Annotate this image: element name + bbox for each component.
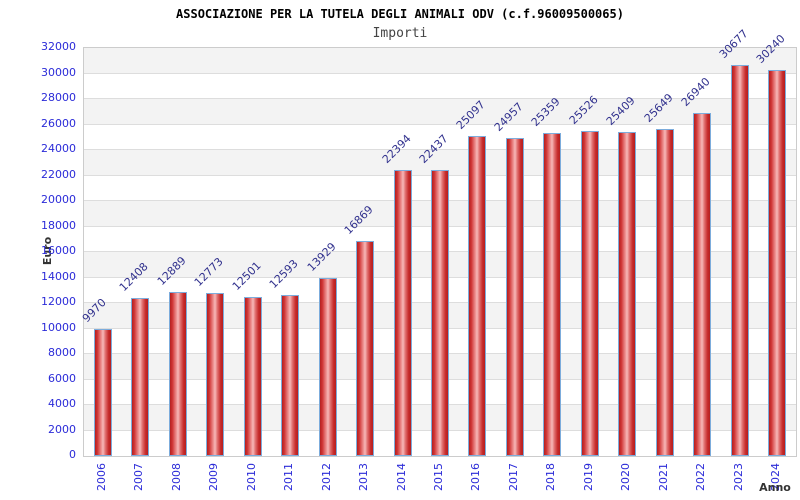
bar [730,64,749,456]
x-tick-label: 2020 [619,463,633,491]
bar [131,297,150,456]
bar-value-label: 25097 [454,98,489,133]
bar [431,169,449,456]
y-tick-label: 10000 [41,320,76,334]
bar-value-label: 25649 [641,91,676,125]
y-tick-label: 14000 [41,269,76,283]
bar [543,132,562,456]
y-tick-label: 2000 [48,422,76,436]
bar [393,170,412,456]
bar-value-label: 26940 [679,74,714,109]
x-tick-label: 2022 [694,463,708,491]
bar-value-label: 13929 [304,240,339,275]
x-tick-label: 2012 [319,463,333,491]
y-tick-label: 20000 [41,193,76,206]
chart-subtitle: Importi [372,26,428,41]
bar [618,132,637,456]
chart-title: ASSOCIAZIONE PER LA TUTELA DEGLI ANIMALI… [176,7,624,21]
bar [318,278,337,456]
y-tick-label: 22000 [41,167,76,181]
bar-value-label: 12773 [191,255,226,290]
bar-value-label: 12593 [266,257,301,292]
y-tick-label: 4000 [48,397,76,410]
bar-value-label: 9970 [79,295,109,325]
x-tick-label: 2019 [581,463,595,491]
x-tick-label: 2018 [544,463,558,491]
y-tick-label: 0 [69,448,76,461]
bar [243,296,262,456]
y-tick-label: 24000 [41,142,76,155]
bar [768,70,787,456]
plot-area: 9970 12408 12889 12773 12501 12593 13929 16869 2… [79,27,797,457]
y-tick-label: 32000 [41,40,76,53]
y-tick-label: 26000 [41,116,76,130]
x-tick-label: 2011 [282,463,296,491]
gridline [84,149,796,150]
x-tick-label: 2014 [394,463,408,491]
y-tick-label: 6000 [48,371,76,385]
bar [693,112,712,456]
bar [468,136,487,456]
bar [281,295,300,456]
y-tick-label: 8000 [48,346,76,359]
gridline [84,123,796,125]
x-axis-title: Anno [759,481,791,494]
bar [505,137,524,456]
x-tick-label: 2021 [656,463,670,491]
bar [93,328,112,456]
x-tick-label: 2006 [94,463,108,491]
x-tick-label: 2016 [469,463,483,491]
bar [168,291,187,456]
x-tick-label: 2023 [731,463,745,491]
y-tick-label: 16000 [41,244,76,257]
y-tick-label: 28000 [41,91,76,104]
x-tick-label: 2008 [169,463,183,491]
bar-value-label: 24957 [491,99,526,134]
bar [206,293,225,456]
x-tick-label: 2010 [244,463,258,491]
y-tick-label: 30000 [41,65,76,79]
x-tick-label: 2009 [207,463,221,491]
x-tick-label: 2017 [506,463,520,491]
bar [356,240,375,456]
bar [580,130,599,456]
gridline [84,98,796,99]
bar [655,128,674,456]
x-tick-label: 2007 [132,463,146,491]
x-tick-label: 2013 [357,463,371,491]
y-tick-label: 12000 [41,295,76,308]
bar-value-label: 16869 [341,202,376,237]
gridline [84,72,796,74]
y-tick-label: 18000 [41,218,76,232]
x-tick-label: 2015 [432,463,445,491]
bar-value-label: 12889 [154,253,189,288]
